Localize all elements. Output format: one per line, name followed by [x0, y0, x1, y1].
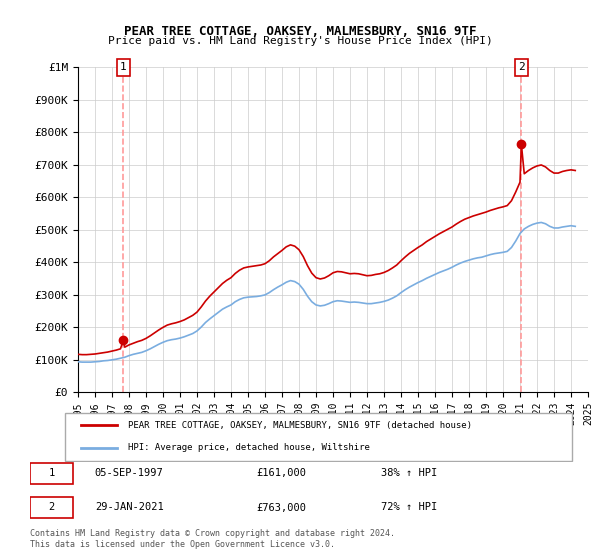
FancyBboxPatch shape — [65, 413, 572, 461]
Text: 72% ↑ HPI: 72% ↑ HPI — [381, 502, 437, 512]
Text: Contains HM Land Registry data © Crown copyright and database right 2024.
This d: Contains HM Land Registry data © Crown c… — [30, 529, 395, 549]
Text: 1: 1 — [120, 62, 127, 72]
Text: 29-JAN-2021: 29-JAN-2021 — [95, 502, 164, 512]
Text: 05-SEP-1997: 05-SEP-1997 — [95, 468, 164, 478]
Text: £161,000: £161,000 — [257, 468, 307, 478]
FancyBboxPatch shape — [30, 463, 73, 484]
Text: 38% ↑ HPI: 38% ↑ HPI — [381, 468, 437, 478]
Text: Price paid vs. HM Land Registry's House Price Index (HPI): Price paid vs. HM Land Registry's House … — [107, 36, 493, 46]
Text: 1: 1 — [49, 468, 55, 478]
Text: HPI: Average price, detached house, Wiltshire: HPI: Average price, detached house, Wilt… — [128, 444, 370, 452]
Text: 2: 2 — [518, 62, 525, 72]
Text: 2: 2 — [49, 502, 55, 512]
Text: PEAR TREE COTTAGE, OAKSEY, MALMESBURY, SN16 9TF (detached house): PEAR TREE COTTAGE, OAKSEY, MALMESBURY, S… — [128, 421, 472, 430]
FancyBboxPatch shape — [30, 497, 73, 518]
Text: £763,000: £763,000 — [257, 502, 307, 512]
Text: PEAR TREE COTTAGE, OAKSEY, MALMESBURY, SN16 9TF: PEAR TREE COTTAGE, OAKSEY, MALMESBURY, S… — [124, 25, 476, 38]
